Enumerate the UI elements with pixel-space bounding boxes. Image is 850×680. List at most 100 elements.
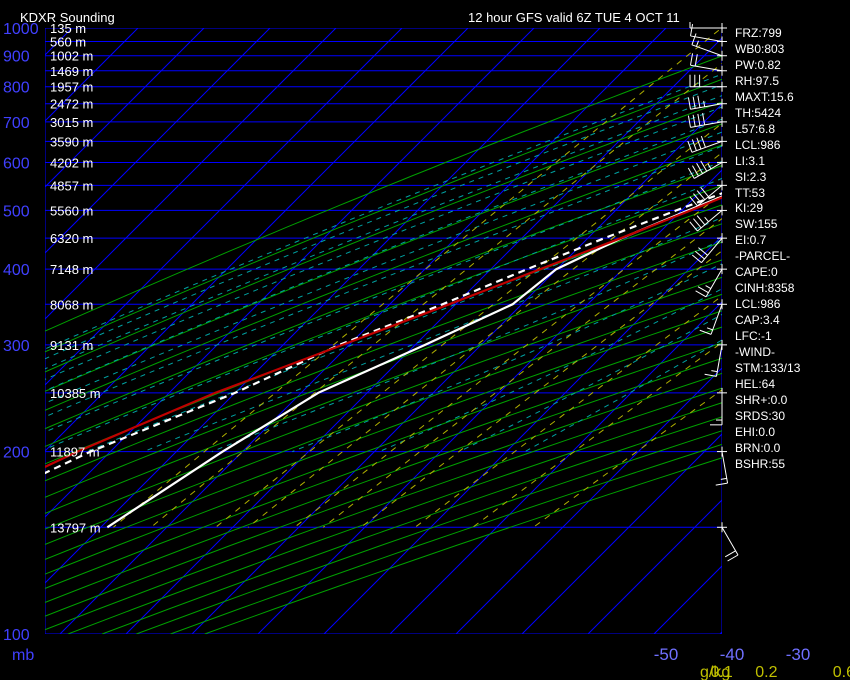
wind-barb [689,205,727,232]
index-line: CINH:8358 [735,281,795,296]
barb-flag [687,167,695,179]
index-line: WB0:803 [735,41,785,56]
height-label: 9131 m [50,338,93,353]
barb-flag [687,115,691,128]
height-label: 4202 m [50,155,93,170]
wind-barb [691,233,727,264]
barb-flag [689,196,698,207]
moist-adiabat-line [45,145,722,418]
height-label: 2472 m [50,97,93,112]
barb-staff [690,35,723,42]
wind-barbs [687,22,739,562]
barb-flag [695,250,705,260]
barb-flag [696,190,706,201]
barb-flag [693,193,702,204]
index-line: SHR+:0.0 [735,392,788,407]
barb-flag [727,554,739,562]
index-line: -WIND- [735,345,775,360]
index-line: SW:155 [735,217,778,232]
index-line: BSHR:55 [735,456,786,471]
barb-staff [705,268,723,298]
mixing-ratio-line [533,389,722,528]
barb-staff [721,451,729,484]
height-label: 8068 m [50,297,93,312]
dry-adiabat-line [45,165,722,430]
index-line: LCL:986 [735,137,781,152]
barb-half-flag [695,40,699,47]
mixing-ratio-unit-label: g/kg [700,664,730,680]
index-line: MAXT:15.6 [735,89,794,104]
index-line: TH:5424 [735,105,782,120]
isotherm-line [59,28,667,634]
barb-half-flag [711,370,718,373]
barb-half-flag [704,216,709,223]
wind-barb [715,446,729,486]
barb-flag [693,218,702,229]
pressure-tick-label: 700 [3,115,30,132]
index-line: LFC:-1 [735,329,772,344]
dry-adiabat-line [45,123,722,392]
barb-staff [697,184,723,207]
barb-staff [690,121,723,128]
index-line: SRDS:30 [735,408,786,423]
pressure-tick-label: 1000 [3,21,39,38]
isotherm-line [389,301,722,634]
wind-barb [717,522,739,562]
wind-barb [710,387,727,426]
barb-flag [689,53,694,66]
barb-flag [698,247,708,256]
mixing-ratio-label: 0.6 [833,664,850,680]
dry-adiabat-line [45,310,722,561]
wind-barb [689,24,727,47]
temperature-tick-label: -50 [654,645,679,664]
height-label: 135 m [50,21,86,36]
pressure-tick-label: 200 [3,445,30,462]
barb-staff [701,237,723,263]
index-line: PW:0.82 [735,57,781,72]
index-line: FRZ:799 [735,26,782,40]
barb-flag [691,254,702,264]
index-line: BRN:0.0 [735,440,781,455]
isotherm-line [45,28,337,320]
barb-half-flag [707,163,712,170]
isotherm-line [45,28,403,386]
dry-adiabat-line [45,223,722,482]
index-line: CAP:3.4 [735,313,780,328]
wind-barb [689,22,727,33]
pressure-tick-label: 800 [3,80,30,97]
index-line: EHI:0.0 [735,424,776,439]
height-label: 13797 m [50,520,101,535]
model-valid-time: 12 hour GFS valid 6Z TUE 4 OCT 11 [468,10,680,25]
dry-adiabat-line [45,78,722,353]
index-line: RH:97.5 [735,73,780,88]
barb-staff [690,103,723,110]
height-label: 3590 m [50,134,93,149]
isotherm-line [45,28,601,584]
height-label: 1469 m [50,64,93,79]
barb-half-flag [706,327,713,331]
barb-flag [696,137,702,150]
barb-flag [704,373,717,377]
moist-adiabat-line [45,73,722,350]
index-line: LCL:986 [735,297,781,312]
barb-flag [699,329,712,335]
index-line: SI:2.3 [735,169,767,184]
pressure-tick-label: 400 [3,262,30,279]
barb-half-flag [720,477,727,480]
wind-barb [687,157,727,179]
barb-flag [700,187,709,197]
barb-staff [694,162,723,179]
dry-adiabat-line [45,101,722,373]
barb-flag [687,97,691,110]
barb-flag [691,33,697,45]
isotherm-line [521,433,722,634]
barb-flag [687,140,693,153]
index-line: L57:6.8 [735,121,776,136]
dry-adiabat-line [45,241,722,498]
isotherm-line [45,28,205,188]
barb-staff [697,210,723,232]
barb-flag [692,165,699,177]
wind-barb [689,180,727,207]
indices-panel: FRZ:799 WB0:803 PW:0.82 RH:97.5 MAXT:15.6 TH:… [735,26,800,473]
